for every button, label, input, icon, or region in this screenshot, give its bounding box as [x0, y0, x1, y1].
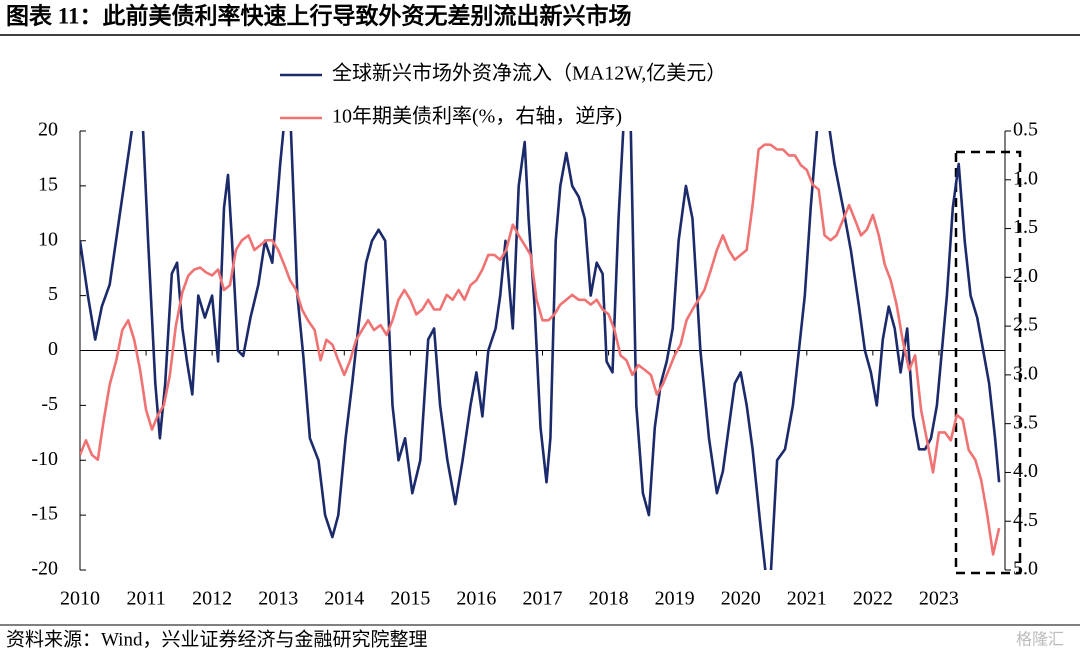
- x-tick-label: 2020: [721, 588, 761, 610]
- y2-tick-label: 1.0: [1013, 167, 1038, 189]
- y2-tick-label: 1.5: [1013, 216, 1038, 238]
- x-tick-label: 2014: [324, 588, 364, 610]
- x-tick-label: 2018: [589, 588, 629, 610]
- y2-tick-label: 4.5: [1013, 509, 1038, 531]
- y2-tick-label: 0.5: [1013, 119, 1038, 141]
- y2-tick-label: 3.0: [1013, 362, 1038, 384]
- plot: 20151050-5-10-15-200.51.01.52.02.53.03.5…: [31, 62, 1038, 610]
- source-note: 资料来源：Wind，兴业证券经济与金融研究院整理: [6, 628, 427, 650]
- y2-tick-label: 4.0: [1013, 460, 1038, 482]
- series-layer: [80, 131, 1001, 570]
- x-tick-label: 2017: [523, 588, 563, 610]
- y-tick-label: -15: [31, 503, 58, 525]
- highlight-box: [954, 150, 1022, 575]
- chart-title: 图表 11：此前美债利率快速上行导致外资无差别流出新兴市场: [6, 2, 631, 28]
- y-tick-label: 0: [48, 338, 58, 360]
- x-tick-label: 2011: [126, 588, 165, 610]
- watermark: 格隆汇: [1016, 631, 1064, 649]
- x-tick-label: 2019: [655, 588, 695, 610]
- x-tick-label: 2023: [919, 588, 959, 610]
- x-tick-label: 2015: [390, 588, 430, 610]
- series-line: [80, 143, 1001, 556]
- x-tick-label: 2012: [192, 588, 232, 610]
- x-tick-label: 2013: [258, 588, 298, 610]
- y2-tick-label: 2.5: [1013, 314, 1038, 336]
- series-line: [80, 131, 1001, 570]
- x-tick-label: 2021: [787, 588, 827, 610]
- y2-tick-label: 2.0: [1013, 265, 1038, 287]
- y-tick-label: 10: [38, 228, 58, 250]
- y-tick-label: -10: [31, 448, 58, 470]
- x-tick-label: 2010: [60, 588, 100, 610]
- y2-tick-label: 3.5: [1013, 411, 1038, 433]
- y-tick-label: 5: [48, 283, 58, 305]
- y-tick-label: -20: [31, 558, 58, 580]
- y-tick-label: -5: [41, 393, 58, 415]
- legend-label: 10年期美债利率(%，右轴，逆序): [332, 105, 622, 128]
- y-tick-label: 20: [38, 119, 58, 141]
- legend-label: 全球新兴市场外资净流入（MA12W,亿美元）: [332, 62, 726, 85]
- y-tick-label: 15: [38, 173, 58, 195]
- x-tick-label: 2016: [456, 588, 496, 610]
- x-tick-label: 2022: [853, 588, 893, 610]
- y2-tick-label: 5.0: [1013, 558, 1038, 580]
